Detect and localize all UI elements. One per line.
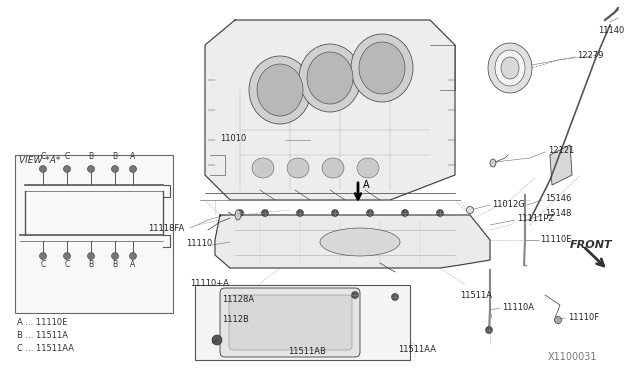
Ellipse shape bbox=[63, 253, 70, 260]
Text: 11110F: 11110F bbox=[568, 312, 599, 321]
Text: C: C bbox=[40, 152, 45, 161]
Text: X1100031: X1100031 bbox=[548, 352, 598, 362]
Ellipse shape bbox=[296, 209, 303, 217]
Ellipse shape bbox=[88, 166, 95, 173]
Text: B: B bbox=[113, 152, 118, 161]
Text: 11511AA: 11511AA bbox=[398, 346, 436, 355]
Polygon shape bbox=[550, 145, 572, 185]
Ellipse shape bbox=[495, 50, 525, 86]
Text: B ... 11511A: B ... 11511A bbox=[17, 331, 68, 340]
Ellipse shape bbox=[299, 44, 361, 112]
Text: C: C bbox=[40, 260, 45, 269]
Text: 11140: 11140 bbox=[598, 26, 624, 35]
Ellipse shape bbox=[88, 253, 95, 260]
Ellipse shape bbox=[367, 209, 374, 217]
Ellipse shape bbox=[40, 166, 47, 173]
Text: 11110E: 11110E bbox=[540, 234, 572, 244]
FancyBboxPatch shape bbox=[229, 295, 352, 350]
Text: 11110: 11110 bbox=[186, 240, 212, 248]
Ellipse shape bbox=[257, 64, 303, 116]
Polygon shape bbox=[205, 20, 455, 200]
Text: 11511A: 11511A bbox=[460, 291, 492, 299]
Text: A ... 11110E: A ... 11110E bbox=[17, 318, 67, 327]
Text: B: B bbox=[88, 152, 93, 161]
Ellipse shape bbox=[486, 327, 493, 334]
FancyBboxPatch shape bbox=[220, 288, 360, 357]
Text: 15146: 15146 bbox=[545, 193, 572, 202]
Ellipse shape bbox=[401, 209, 408, 217]
Bar bbox=[15, 155, 173, 313]
Ellipse shape bbox=[501, 57, 519, 79]
Ellipse shape bbox=[467, 206, 474, 214]
Ellipse shape bbox=[63, 166, 70, 173]
Ellipse shape bbox=[307, 52, 353, 104]
Polygon shape bbox=[215, 215, 490, 268]
Ellipse shape bbox=[351, 34, 413, 102]
Ellipse shape bbox=[111, 166, 118, 173]
Text: 11010: 11010 bbox=[220, 134, 246, 142]
Ellipse shape bbox=[357, 158, 379, 178]
Text: 1112B: 1112B bbox=[222, 315, 249, 324]
Text: 11110A: 11110A bbox=[502, 302, 534, 311]
Text: FRONT: FRONT bbox=[570, 240, 612, 250]
Text: A: A bbox=[131, 152, 136, 161]
Ellipse shape bbox=[237, 209, 243, 217]
Text: 12279: 12279 bbox=[577, 51, 604, 60]
Text: A: A bbox=[363, 180, 370, 190]
Text: 11128A: 11128A bbox=[222, 295, 254, 305]
Text: B: B bbox=[113, 260, 118, 269]
Bar bbox=[195, 285, 410, 360]
Ellipse shape bbox=[320, 228, 400, 256]
Ellipse shape bbox=[212, 335, 222, 345]
Ellipse shape bbox=[129, 166, 136, 173]
Ellipse shape bbox=[129, 253, 136, 260]
Text: 11012G: 11012G bbox=[492, 199, 525, 208]
Text: 11111PZ: 11111PZ bbox=[517, 214, 554, 222]
Text: B: B bbox=[88, 260, 93, 269]
Ellipse shape bbox=[252, 158, 274, 178]
Ellipse shape bbox=[40, 253, 47, 260]
Ellipse shape bbox=[322, 158, 344, 178]
Ellipse shape bbox=[235, 210, 241, 220]
Ellipse shape bbox=[359, 42, 405, 94]
Ellipse shape bbox=[436, 209, 444, 217]
Text: C ... 11511AA: C ... 11511AA bbox=[17, 344, 74, 353]
Text: 11511AB: 11511AB bbox=[288, 347, 326, 356]
Ellipse shape bbox=[249, 56, 311, 124]
Ellipse shape bbox=[488, 43, 532, 93]
Ellipse shape bbox=[392, 294, 399, 301]
Text: 11118FA: 11118FA bbox=[148, 224, 184, 232]
Ellipse shape bbox=[351, 292, 358, 298]
Ellipse shape bbox=[111, 253, 118, 260]
Text: 15148: 15148 bbox=[545, 208, 572, 218]
Ellipse shape bbox=[287, 158, 309, 178]
Ellipse shape bbox=[262, 209, 269, 217]
Ellipse shape bbox=[490, 159, 496, 167]
Ellipse shape bbox=[554, 317, 561, 324]
Text: VIEW *A*: VIEW *A* bbox=[19, 156, 60, 165]
Text: 11110+A: 11110+A bbox=[190, 279, 229, 288]
Text: 12121: 12121 bbox=[548, 145, 574, 154]
Ellipse shape bbox=[332, 209, 339, 217]
Text: A: A bbox=[131, 260, 136, 269]
Text: C: C bbox=[65, 260, 70, 269]
Text: C: C bbox=[65, 152, 70, 161]
